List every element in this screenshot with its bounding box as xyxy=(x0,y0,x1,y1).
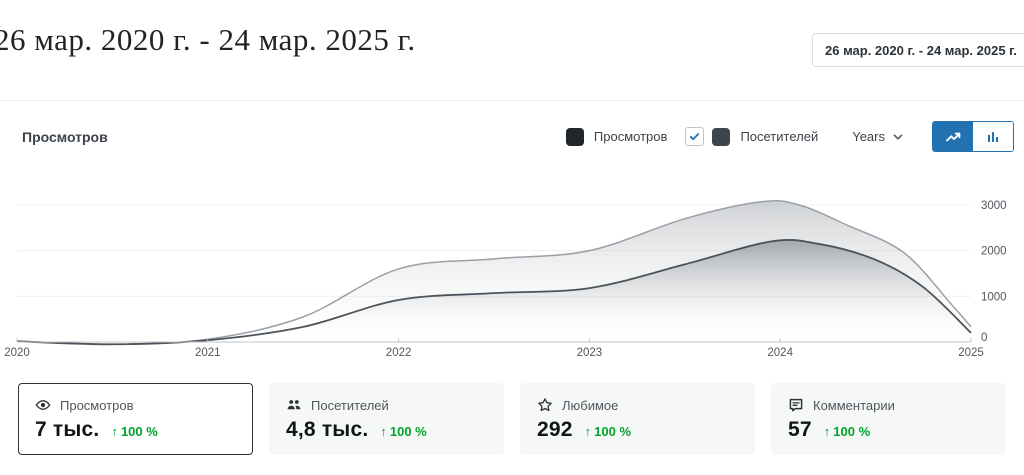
card-likes-label: Любимое xyxy=(562,397,619,413)
card-comments-label: Комментарии xyxy=(813,397,895,413)
card-visitors-label: Посетителей xyxy=(311,397,389,413)
legend-label-views: Просмотров xyxy=(593,129,668,144)
svg-text:2021: 2021 xyxy=(195,347,221,359)
card-comments-value: 57 xyxy=(788,418,812,441)
up-arrow-icon: ↑ xyxy=(823,424,831,439)
chart-heading: Просмотров xyxy=(22,129,108,145)
chart-type-toggle xyxy=(932,121,1014,152)
card-visitors-delta: ↑ 100 % xyxy=(380,424,426,439)
card-views-stats: 7 тыс. ↑ 100 % xyxy=(35,418,236,442)
card-comments-header: Комментарии xyxy=(788,397,989,413)
legend-label-visitors: Посетителей xyxy=(740,129,819,144)
summary-cards: Просмотров 7 тыс. ↑ 100 % Посетителей 4,8 тыс… xyxy=(18,383,1006,455)
card-likes-value: 292 xyxy=(537,418,573,441)
card-views-label: Просмотров xyxy=(60,397,134,413)
check-icon xyxy=(690,133,700,141)
chart-legend: Просмотров Посетителей xyxy=(565,127,836,146)
trend-line-icon xyxy=(945,132,960,142)
date-range-button[interactable]: 26 мар. 2020 г. - 24 мар. 2025 г. xyxy=(812,33,1024,67)
card-likes-header: Любимое xyxy=(537,397,738,413)
bar-chart-button[interactable] xyxy=(973,122,1013,151)
svg-text:2024: 2024 xyxy=(767,347,793,359)
line-visitors xyxy=(16,239,972,346)
up-arrow-icon: ↑ xyxy=(111,424,118,439)
svg-text:2022: 2022 xyxy=(386,347,412,359)
bar-chart-icon xyxy=(988,131,998,142)
legend-item-views: Просмотров xyxy=(565,127,668,146)
views-visitors-chart[interactable]: 2020 2021 2022 2023 2024 2025 0 1000 2000 3000 xyxy=(0,175,1024,370)
comment-icon xyxy=(789,398,803,412)
up-arrow-icon: ↑ xyxy=(584,424,592,439)
card-views[interactable]: Просмотров 7 тыс. ↑ 100 % xyxy=(18,383,253,455)
card-likes-delta-value: 100 % xyxy=(594,424,632,439)
card-likes[interactable]: Любимое 292 ↑ 100 % xyxy=(520,383,755,455)
card-comments-delta-value: 100 % xyxy=(833,424,871,439)
star-icon xyxy=(538,398,552,412)
people-icon xyxy=(287,400,301,410)
chart-series-areas xyxy=(16,200,972,346)
card-visitors-delta-value: 100 % xyxy=(389,424,427,439)
interval-dropdown[interactable]: Years xyxy=(852,129,904,144)
svg-text:2020: 2020 xyxy=(4,347,30,359)
card-likes-stats: 292 ↑ 100 % xyxy=(537,418,738,442)
date-range-label: 26 мар. 2020 г. - 24 мар. 2025 г. xyxy=(825,42,1017,58)
svg-text:2023: 2023 xyxy=(577,347,603,359)
chevron-down-icon xyxy=(893,134,903,140)
card-comments-stats: 57 ↑ 100 % xyxy=(788,418,989,442)
page-title: 26 мар. 2020 г. - 24 мар. 2025 г. xyxy=(0,22,416,57)
card-comments[interactable]: Комментарии 57 ↑ 100 % xyxy=(771,383,1006,455)
svg-text:1000: 1000 xyxy=(981,291,1007,303)
card-likes-delta: ↑ 100 % xyxy=(585,424,631,439)
visitors-checkbox[interactable] xyxy=(685,127,705,146)
card-visitors-header: Посетителей xyxy=(286,397,487,413)
svg-text:0: 0 xyxy=(981,332,987,344)
chart-axis-labels: 2020 2021 2022 2023 2024 2025 0 1000 2000 3000 xyxy=(4,200,1006,359)
line-chart-button[interactable] xyxy=(933,122,973,151)
legend-swatch-views xyxy=(565,127,584,146)
svg-text:3000: 3000 xyxy=(981,200,1007,212)
card-visitors-stats: 4,8 тыс. ↑ 100 % xyxy=(286,418,487,442)
eye-icon xyxy=(35,400,51,410)
card-views-delta: ↑ 100 % xyxy=(111,424,157,439)
svg-text:2000: 2000 xyxy=(981,246,1007,258)
card-views-value: 7 тыс. xyxy=(35,418,100,441)
card-visitors[interactable]: Посетителей 4,8 тыс. ↑ 100 % xyxy=(269,383,504,455)
card-views-delta-value: 100 % xyxy=(120,424,158,439)
up-arrow-icon: ↑ xyxy=(380,424,387,439)
svg-text:2025: 2025 xyxy=(958,347,984,359)
card-comments-delta: ↑ 100 % xyxy=(824,424,870,439)
card-views-header: Просмотров xyxy=(35,397,236,413)
section-divider xyxy=(0,100,1024,101)
chart-controls: Просмотров Посетителей Years xyxy=(565,121,1014,152)
area-visitors xyxy=(17,239,971,345)
chart-axis xyxy=(16,338,972,343)
legend-swatch-visitors xyxy=(712,127,731,146)
interval-dropdown-label: Years xyxy=(852,129,885,144)
card-visitors-value: 4,8 тыс. xyxy=(286,418,369,441)
legend-item-visitors: Посетителей xyxy=(685,127,818,146)
